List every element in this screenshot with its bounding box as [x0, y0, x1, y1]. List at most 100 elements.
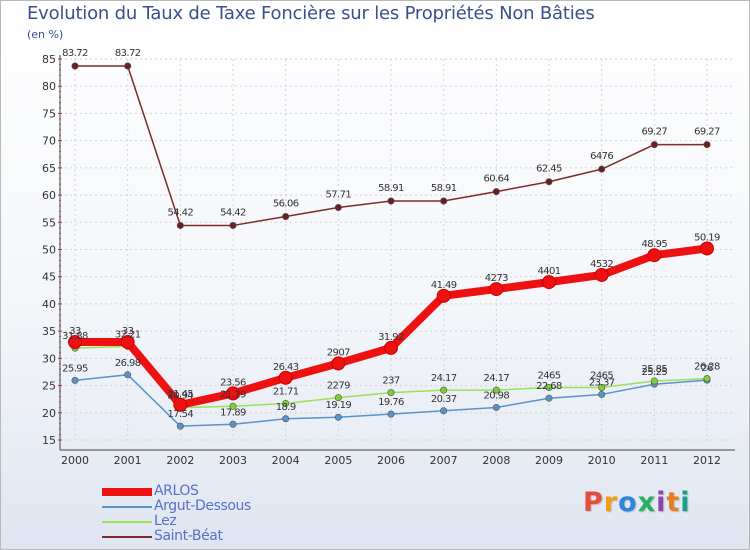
data-label: 25.25: [642, 367, 668, 378]
x-tick-label: 2005: [324, 454, 352, 467]
data-label: 20.37: [431, 394, 457, 405]
data-point-arlos: [594, 267, 609, 282]
data-label: 20.94: [168, 391, 194, 402]
x-tick-label: 2006: [377, 454, 405, 467]
data-point-arlos: [68, 335, 82, 350]
legend-item-lez: Lez: [102, 514, 251, 529]
data-label: 20.98: [484, 390, 510, 401]
data-point-lez: [492, 386, 500, 394]
legend: ARLOS Argut-Dessous Lez Saint-Béat: [102, 484, 251, 544]
data-point-lez: [650, 377, 658, 385]
data-label: 17.89: [220, 407, 246, 418]
y-unit-label: (en %): [27, 28, 64, 41]
data-label: 69.27: [694, 127, 720, 138]
data-point-arlos: [278, 370, 293, 385]
x-tick-label: 2004: [272, 454, 300, 467]
y-tick-label: 40: [42, 298, 56, 311]
data-point-lez: [282, 399, 290, 407]
data-label: 54.42: [220, 207, 246, 218]
data-point-lez: [387, 389, 395, 397]
data-label: 21.45: [168, 389, 194, 400]
data-label: 19.76: [378, 397, 404, 408]
y-tick-label: 20: [42, 407, 56, 420]
y-tick-label: 30: [42, 352, 56, 365]
data-label: 21.71: [273, 386, 299, 397]
data-label: 21.19: [220, 389, 246, 400]
data-label: 2465: [590, 370, 613, 381]
data-label: 31.88: [62, 331, 88, 342]
data-label: 24.17: [484, 373, 510, 384]
data-label-layer: 83.72 83.72 54.42 54.42 56.06 57.71 58.91 58.91…: [62, 48, 720, 420]
x-tick-label: 2012: [693, 454, 721, 467]
data-point-saint-b-at: [440, 197, 448, 205]
y-tick-label: 80: [42, 80, 56, 93]
data-label: 23.37: [589, 377, 615, 388]
x-tick-label: 2010: [588, 454, 616, 467]
data-point-argut-dessous: [71, 376, 79, 384]
chart-title: Evolution du Taux de Taxe Foncière sur l…: [27, 3, 595, 24]
y-tick-label: 75: [42, 107, 56, 120]
data-label: 58.91: [378, 183, 404, 194]
data-label: 4401: [537, 266, 560, 277]
x-tick-label: 2008: [482, 454, 510, 467]
data-point-saint-b-at: [650, 141, 658, 149]
data-point-saint-b-at: [176, 221, 184, 229]
legend-swatch-arlos: [102, 487, 152, 496]
data-point-lez: [229, 402, 237, 410]
data-point-argut-dessous: [440, 407, 448, 415]
data-point-saint-b-at: [545, 178, 553, 186]
legend-label: Argut-Dessous: [154, 498, 251, 514]
data-label: 83.72: [115, 48, 141, 59]
axis-layer: 15 20 25 30 35 40 45 50 55 60 65 70 75 80 85 2000 2001 20…: [42, 53, 735, 467]
data-point-saint-b-at: [229, 221, 237, 229]
data-point-lez: [545, 383, 553, 391]
data-label: 2907: [327, 347, 350, 358]
legend-label: Lez: [154, 513, 177, 529]
legend-swatch-lez: [102, 520, 152, 523]
y-tick-label: 55: [42, 216, 56, 229]
data-point-argut-dessous: [282, 415, 290, 423]
legend-swatch-saint-beat: [102, 535, 152, 538]
x-tick-label: 2002: [166, 454, 194, 467]
data-point-arlos: [331, 356, 346, 371]
data-label: 18.9: [276, 402, 296, 413]
data-point-argut-dessous: [492, 403, 500, 411]
data-label: 26.28: [694, 362, 720, 373]
data-point-arlos: [173, 397, 188, 412]
y-tick-label: 35: [42, 325, 56, 338]
data-point-arlos: [647, 248, 662, 263]
data-label: 62.45: [536, 164, 562, 175]
x-tick-label: 2011: [640, 454, 668, 467]
data-label: 19.19: [326, 400, 352, 411]
data-label: 25.95: [62, 363, 88, 374]
data-label: 237: [382, 376, 400, 387]
data-point-argut-dessous: [176, 422, 184, 430]
data-label: 22.68: [536, 381, 562, 392]
data-label: 32.21: [115, 329, 141, 340]
data-point-arlos: [436, 288, 451, 303]
x-tick-label: 2003: [219, 454, 247, 467]
data-point-argut-dessous: [124, 371, 132, 379]
data-label: 2279: [327, 381, 350, 392]
data-label: 83.72: [62, 48, 88, 59]
legend-swatch-argut-dessous: [102, 505, 152, 508]
data-label: 33: [69, 326, 81, 337]
data-label: 24.17: [431, 373, 457, 384]
legend-item-arlos: ARLOS: [102, 484, 251, 499]
data-point-saint-b-at: [124, 62, 132, 70]
data-point-argut-dessous: [229, 420, 237, 428]
data-label: 23.56: [220, 377, 246, 388]
data-point-argut-dessous: [545, 394, 553, 402]
data-label: 26.43: [273, 362, 299, 373]
data-label: 25.85: [642, 364, 668, 375]
x-tick-label: 2000: [61, 454, 89, 467]
data-label: 4273: [485, 273, 508, 284]
data-point-argut-dessous: [387, 410, 395, 418]
data-label: 17.54: [168, 409, 194, 420]
y-tick-label: 50: [42, 244, 56, 257]
data-point-arlos: [226, 386, 240, 401]
y-tick-label: 15: [42, 434, 56, 447]
data-label: 50.19: [694, 232, 720, 243]
legend-label: ARLOS: [154, 483, 199, 499]
